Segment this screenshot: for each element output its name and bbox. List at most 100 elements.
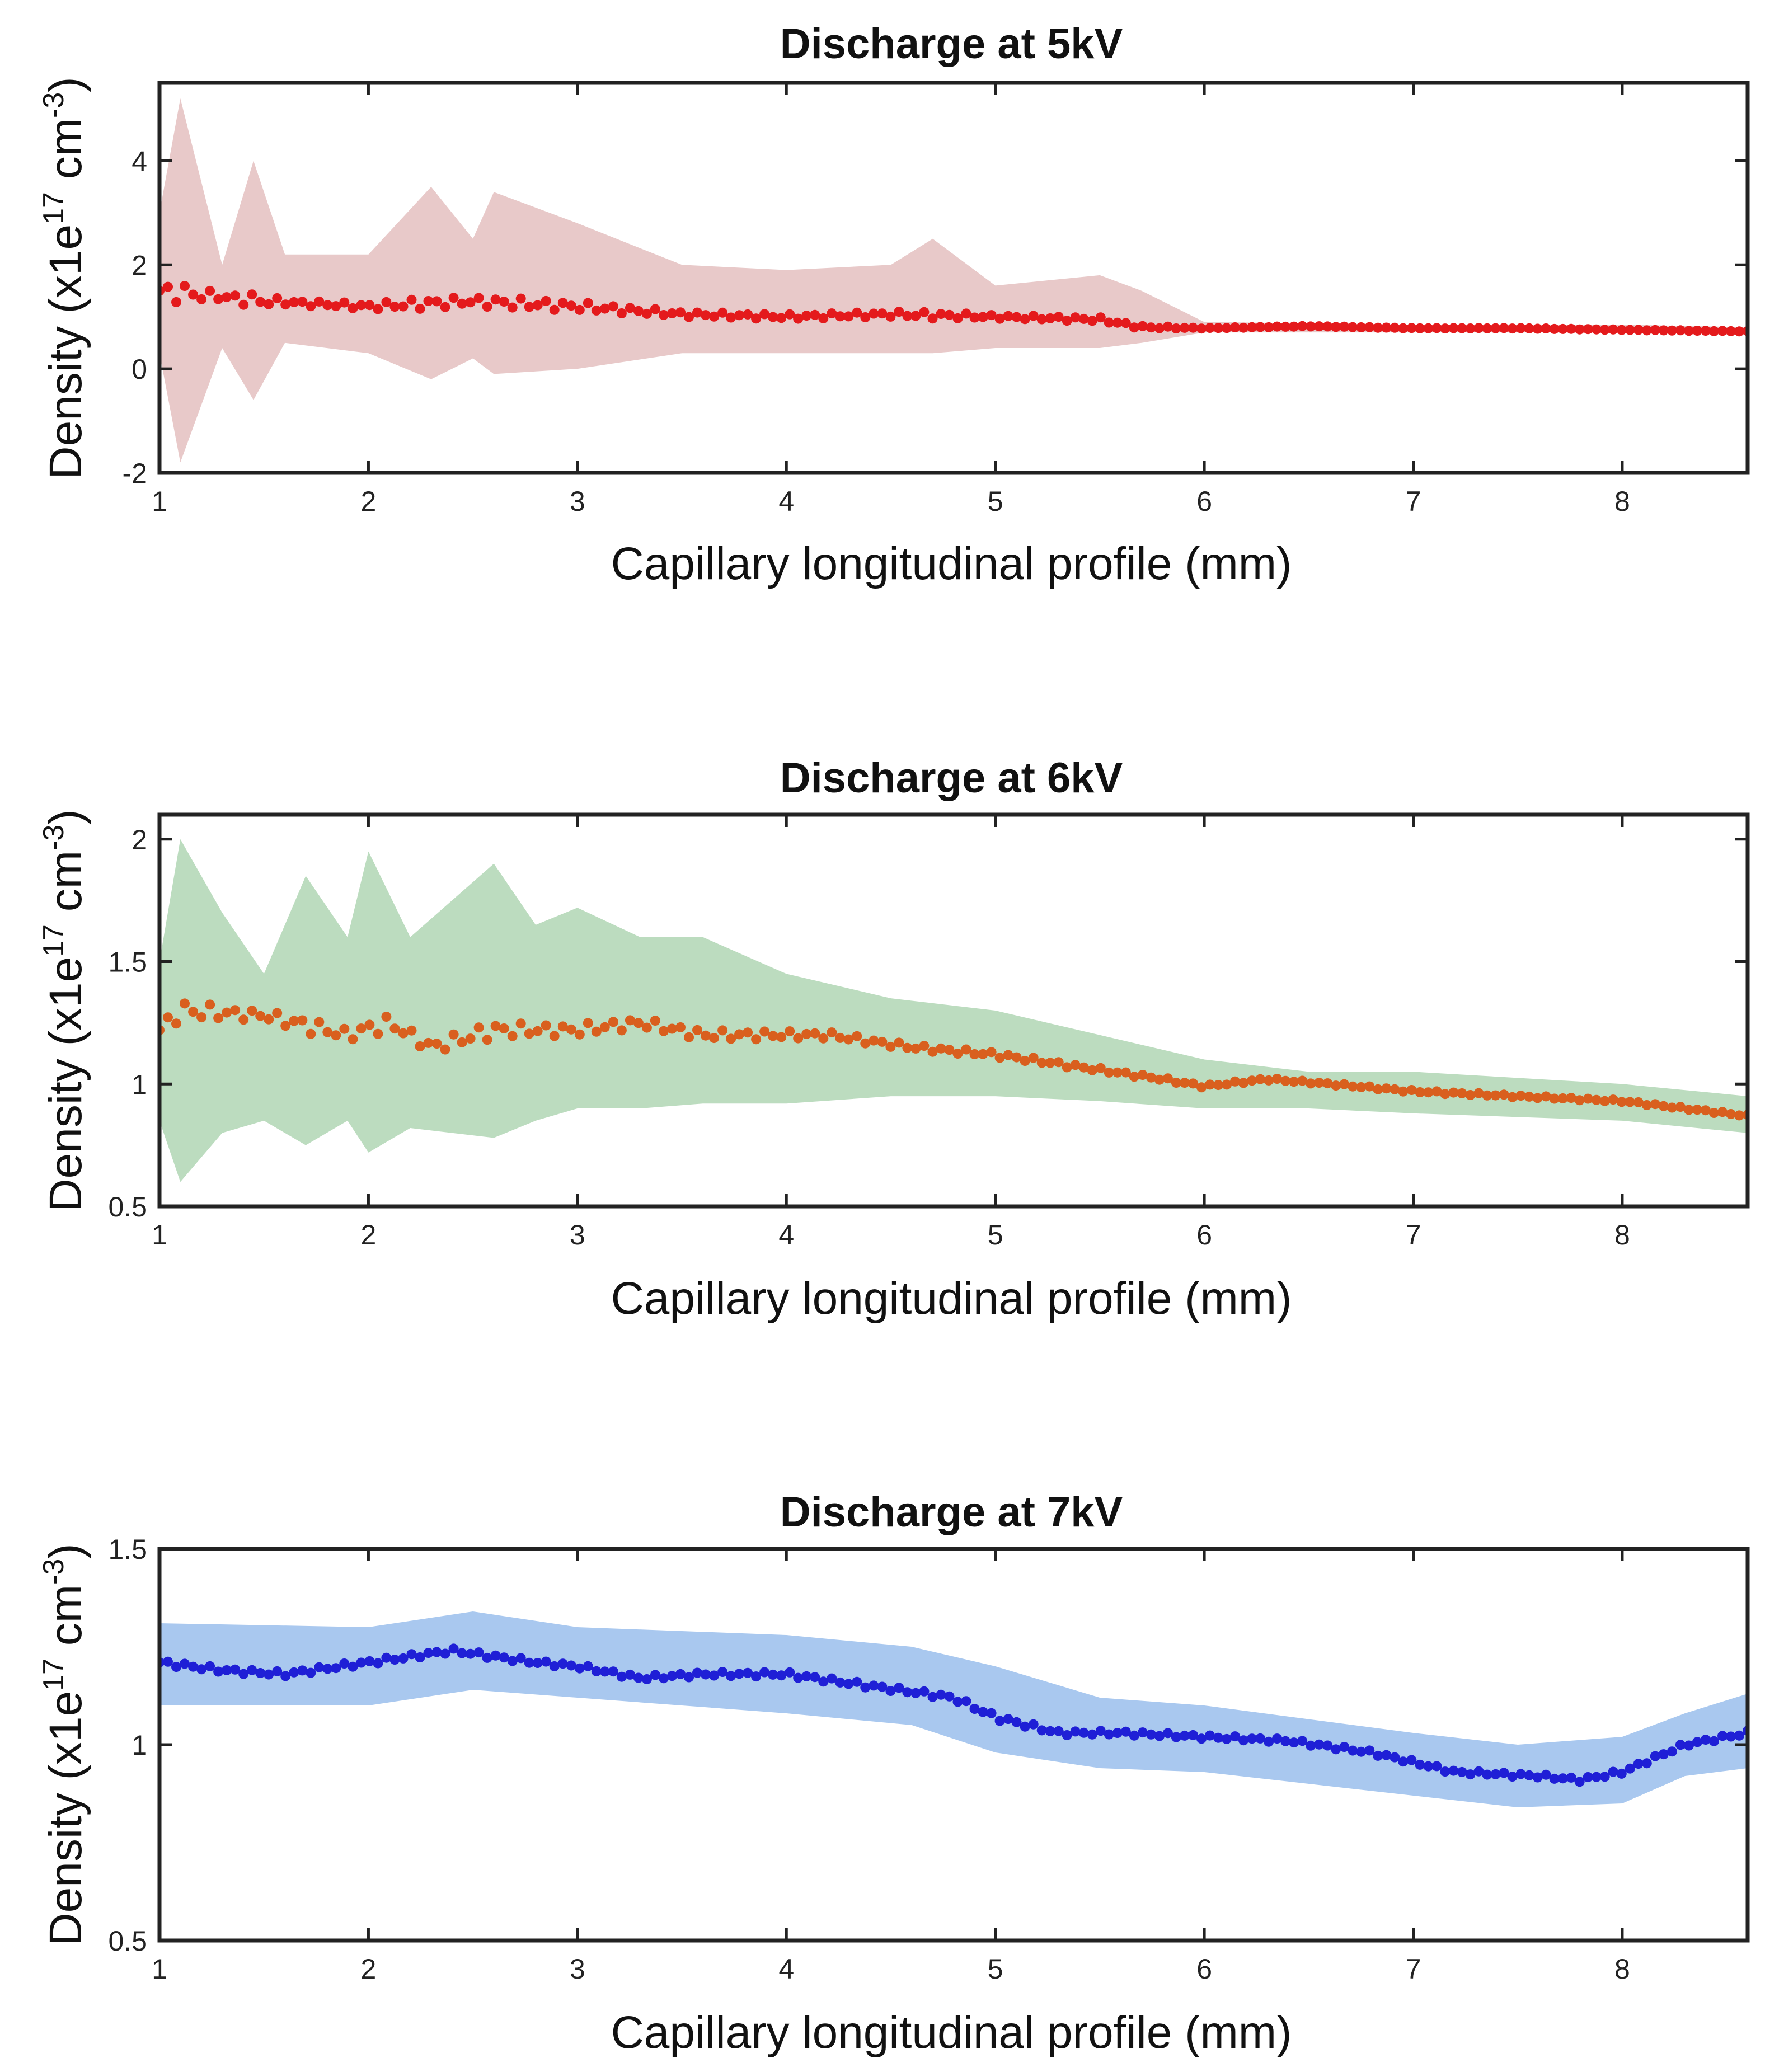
data-point (524, 302, 534, 312)
data-point (1003, 1714, 1013, 1725)
data-point (549, 1031, 560, 1041)
data-point (969, 312, 980, 323)
y-tick-label: 4 (132, 145, 147, 177)
data-point (1062, 316, 1072, 326)
data-point (1264, 322, 1274, 332)
x-tick-label: 7 (1406, 1953, 1421, 1985)
data-point (1490, 323, 1501, 333)
data-point (1381, 1083, 1392, 1094)
data-point (936, 1043, 946, 1054)
data-point (1650, 1751, 1660, 1761)
data-point (247, 1006, 257, 1016)
data-point (364, 300, 375, 311)
data-point (205, 1661, 215, 1671)
data-point (751, 313, 762, 324)
data-point (810, 309, 820, 320)
data-point (994, 1716, 1005, 1726)
data-point (776, 313, 787, 323)
data-point (1599, 325, 1610, 335)
y-axis-label-mid: cm (40, 118, 91, 192)
data-point (205, 999, 215, 1010)
data-point (1154, 323, 1165, 333)
data-point (801, 1028, 812, 1039)
y-tick-label: -2 (123, 458, 147, 489)
y-axis-label-suffix: ) (40, 1543, 91, 1558)
data-point (499, 1652, 509, 1663)
data-point (1095, 1063, 1106, 1073)
data-point (389, 302, 400, 312)
data-point (902, 1687, 913, 1698)
data-point (1070, 1726, 1081, 1737)
data-point (465, 1648, 476, 1659)
data-point (1381, 1750, 1392, 1760)
data-point (482, 1652, 492, 1663)
data-point (616, 1025, 627, 1036)
data-point (406, 294, 417, 305)
data-point (473, 1647, 484, 1658)
data-point (1070, 312, 1081, 323)
data-point (1011, 312, 1022, 322)
data-point (759, 309, 770, 320)
data-point (1457, 1766, 1467, 1777)
data-point (1608, 1094, 1618, 1105)
data-point (398, 301, 409, 312)
data-point (944, 1045, 955, 1055)
data-point (1616, 325, 1627, 335)
data-point (1129, 1730, 1139, 1741)
data-point (1205, 1079, 1215, 1090)
data-point (1247, 1075, 1257, 1086)
data-point (1373, 322, 1383, 333)
data-point (726, 1033, 736, 1044)
data-point (1650, 325, 1660, 335)
data-point (1675, 1102, 1686, 1112)
data-point (1566, 323, 1576, 334)
data-point (894, 1037, 904, 1048)
data-point (1549, 323, 1560, 334)
data-point (1112, 1067, 1123, 1078)
y-tick-label: 0.5 (108, 1925, 147, 1957)
data-point (810, 1672, 820, 1683)
data-point (1633, 325, 1644, 335)
data-point (936, 309, 946, 319)
data-point (1490, 1769, 1501, 1779)
data-point (827, 1027, 837, 1038)
data-point (608, 1666, 618, 1677)
data-point (1373, 1084, 1383, 1094)
data-point (440, 1044, 450, 1055)
data-point (1020, 1056, 1030, 1066)
data-point (1280, 1736, 1291, 1746)
data-point (1381, 322, 1392, 333)
data-point (322, 1664, 333, 1674)
data-point (641, 308, 652, 319)
data-point (482, 302, 492, 312)
data-point (717, 1025, 728, 1036)
data-point (180, 998, 190, 1009)
data-point (196, 294, 207, 304)
data-point (1087, 1065, 1097, 1075)
data-point (743, 1667, 753, 1678)
data-point (465, 1033, 476, 1044)
data-point (314, 296, 325, 307)
x-tick-label: 4 (778, 486, 794, 517)
data-point (1541, 1091, 1551, 1102)
data-point (1683, 1105, 1694, 1115)
data-point (625, 303, 635, 313)
data-point (306, 1028, 316, 1039)
data-point (1566, 1093, 1576, 1103)
data-point (1490, 1090, 1501, 1101)
data-point (625, 1015, 635, 1026)
data-point (1036, 1058, 1047, 1068)
data-point (163, 1012, 173, 1023)
data-point (1137, 321, 1148, 331)
data-point (1222, 1079, 1232, 1090)
data-point (1297, 321, 1308, 331)
data-point (843, 311, 854, 322)
data-point (1683, 1740, 1694, 1751)
data-point (1120, 1067, 1131, 1078)
data-point (1087, 1729, 1097, 1740)
data-point (1364, 1081, 1375, 1092)
panel-6kv: Discharge at 6kV 1 2 3 4 5 6 7 80.511.52 Capill… (37, 754, 1750, 1324)
data-point (1230, 1076, 1240, 1087)
data-point (785, 1667, 795, 1678)
data-point (1683, 326, 1694, 336)
